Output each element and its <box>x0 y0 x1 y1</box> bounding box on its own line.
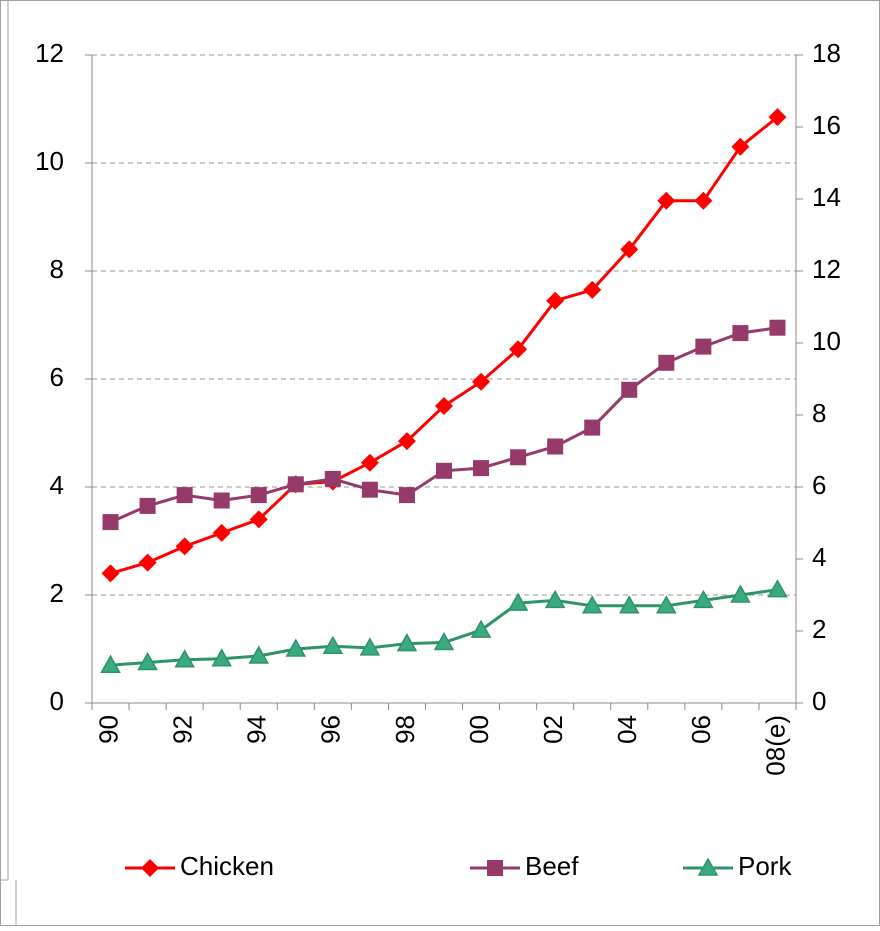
data-point <box>322 635 344 655</box>
x-tick-label: 94 <box>242 715 272 744</box>
data-point <box>248 645 270 664</box>
x-tick-label: 04 <box>612 715 642 744</box>
legend-marker <box>697 857 719 876</box>
data-point <box>470 619 492 638</box>
data-point <box>620 240 639 259</box>
data-point <box>584 419 601 436</box>
data-point <box>101 564 120 583</box>
y-tick-label: 12 <box>35 38 64 68</box>
data-point <box>361 481 378 498</box>
x-tick-label: 00 <box>464 715 494 744</box>
data-point <box>138 553 157 572</box>
y2-tick-label: 12 <box>812 254 841 284</box>
legend-label: Chicken <box>180 851 274 881</box>
data-point <box>213 492 230 509</box>
data-point <box>769 319 786 336</box>
data-point <box>657 191 676 210</box>
data-point <box>581 595 603 614</box>
x-tick-label: 90 <box>93 715 123 744</box>
data-point <box>767 579 788 598</box>
data-point <box>732 325 749 342</box>
data-point <box>656 595 677 614</box>
y2-tick-label: 2 <box>812 614 826 644</box>
data-point <box>544 589 566 609</box>
data-point <box>472 372 491 391</box>
data-point <box>175 537 194 556</box>
data-point <box>694 191 713 210</box>
x-tick-label: 96 <box>316 715 346 744</box>
legend-marker <box>141 859 159 877</box>
data-point <box>509 340 528 359</box>
data-point <box>618 595 640 614</box>
data-point <box>250 487 267 504</box>
y-tick-label: 6 <box>50 362 64 392</box>
data-point <box>176 487 193 504</box>
data-point <box>102 514 119 531</box>
x-tick-label: 06 <box>686 715 716 744</box>
data-point <box>768 108 787 127</box>
data-point <box>435 397 453 415</box>
y-tick-label: 10 <box>35 146 64 176</box>
data-point <box>360 453 379 472</box>
data-point <box>398 487 415 504</box>
data-point <box>287 476 304 493</box>
y-tick-label: 8 <box>50 254 64 284</box>
data-point <box>731 137 750 156</box>
legend-label: Pork <box>738 851 792 881</box>
y2-tick-label: 6 <box>812 470 826 500</box>
data-point <box>547 438 564 455</box>
data-point <box>695 338 712 355</box>
data-point <box>396 633 418 652</box>
data-point <box>174 649 195 668</box>
data-point <box>397 432 416 451</box>
data-point <box>100 654 121 673</box>
y2-tick-label: 10 <box>812 326 841 356</box>
data-point <box>212 523 231 542</box>
y-tick-label: 0 <box>50 686 64 716</box>
data-point <box>359 637 381 656</box>
y2-tick-label: 0 <box>812 686 826 716</box>
y-tick-label: 4 <box>50 470 64 500</box>
legend-marker <box>487 860 503 876</box>
data-point <box>211 648 232 667</box>
data-point <box>510 449 527 466</box>
data-point <box>285 638 307 657</box>
data-point <box>693 589 714 609</box>
data-point <box>507 592 529 611</box>
data-point <box>436 462 452 479</box>
x-tick-label: 02 <box>538 715 568 744</box>
data-point <box>139 497 156 514</box>
y2-tick-label: 4 <box>812 542 826 572</box>
data-point <box>433 631 455 651</box>
data-point <box>621 381 638 398</box>
data-point <box>583 280 602 299</box>
data-point <box>546 291 565 310</box>
data-point <box>249 510 268 529</box>
data-point <box>658 354 675 371</box>
y2-tick-label: 14 <box>812 182 841 212</box>
y2-tick-label: 16 <box>812 110 841 140</box>
x-tick-label: 98 <box>390 715 420 744</box>
x-tick-label: 92 <box>168 715 198 744</box>
y2-tick-label: 8 <box>812 398 826 428</box>
data-point <box>730 584 751 603</box>
legend-label: Beef <box>525 851 579 881</box>
data-point <box>324 470 341 487</box>
y2-tick-label: 18 <box>812 38 841 68</box>
data-point <box>137 651 158 671</box>
y-tick-label: 2 <box>50 578 64 608</box>
x-tick-label: 08(e) <box>760 715 790 776</box>
data-point <box>473 460 490 477</box>
